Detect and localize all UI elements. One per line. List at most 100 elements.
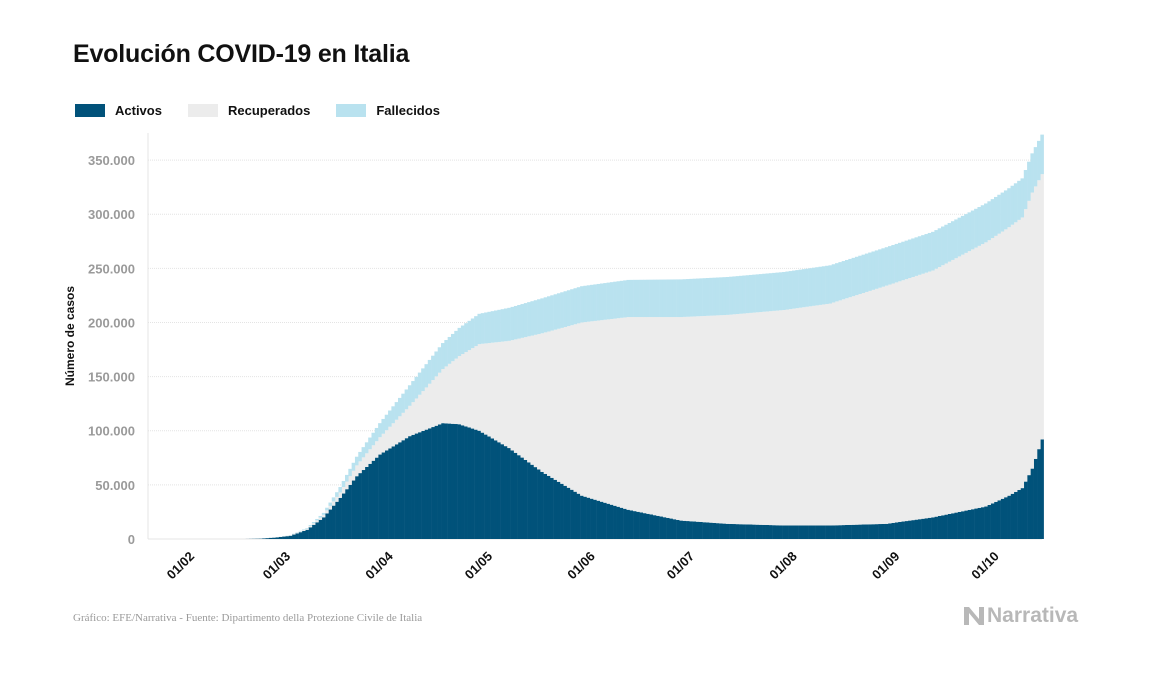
bar-activos — [1003, 497, 1008, 539]
bar-activos — [792, 525, 796, 539]
bar-activos — [560, 483, 564, 539]
bar-recuperados — [364, 453, 369, 467]
bar-fallecidos — [921, 235, 925, 274]
bar-activos — [788, 525, 793, 539]
bar-recuperados — [633, 317, 637, 512]
bar-activos — [695, 521, 700, 539]
bar-fallecidos — [470, 318, 475, 349]
bar-fallecidos — [729, 276, 733, 315]
bar-fallecidos — [424, 364, 429, 388]
bar-fallecidos — [1010, 185, 1015, 225]
bar-recuperados — [308, 525, 313, 528]
bar-fallecidos — [596, 283, 601, 321]
bar-activos — [368, 463, 372, 539]
bar-recuperados — [689, 316, 693, 522]
bar-fallecidos — [662, 279, 667, 318]
bar-recuperados — [702, 315, 707, 523]
y-tick-label: 200.000 — [88, 315, 135, 330]
bar-activos — [656, 515, 660, 539]
bar-recuperados — [378, 437, 382, 455]
bar-fallecidos — [364, 442, 369, 454]
bar-fallecidos — [722, 277, 727, 316]
legend-item-recuperados: Recuperados — [187, 103, 310, 118]
bar-fallecidos — [891, 245, 895, 284]
bar-fallecidos — [835, 263, 839, 302]
bar-activos — [997, 500, 1001, 539]
bar-activos — [537, 469, 541, 539]
bar-recuperados — [970, 249, 975, 510]
bar-recuperados — [477, 344, 482, 431]
bar-activos — [265, 538, 270, 539]
bar-fallecidos — [556, 293, 561, 329]
bar-activos — [719, 523, 723, 539]
bar-fallecidos — [984, 203, 988, 243]
bar-fallecidos — [626, 279, 631, 318]
bar-recuperados — [881, 286, 885, 524]
bar-fallecidos — [709, 277, 713, 316]
bar-activos — [897, 521, 902, 539]
bar-activos — [341, 493, 346, 539]
bar-recuperados — [295, 532, 299, 534]
bar-recuperados — [341, 487, 346, 494]
bar-fallecidos — [503, 308, 508, 342]
bar-activos — [580, 495, 584, 539]
bar-activos — [500, 444, 505, 539]
y-tick-label: 100.000 — [88, 424, 135, 439]
bar-recuperados — [626, 317, 631, 510]
bar-activos — [503, 446, 508, 539]
legend-swatch-recuperados — [187, 104, 218, 117]
bar-recuperados — [311, 523, 316, 525]
bar-fallecidos — [437, 347, 442, 373]
bar-fallecidos — [858, 255, 862, 295]
bar-fallecidos — [431, 355, 435, 381]
bar-activos — [351, 480, 356, 539]
bar-activos — [457, 424, 462, 539]
bar-activos — [470, 428, 475, 539]
bar-fallecidos — [407, 385, 412, 406]
bar-fallecidos — [639, 279, 644, 318]
bar-fallecidos — [321, 512, 326, 515]
bar-activos — [881, 523, 885, 539]
bar-activos — [901, 521, 905, 539]
bar-recuperados — [666, 317, 670, 518]
bar-activos — [311, 524, 316, 539]
bar-activos — [397, 442, 402, 539]
bar-activos — [454, 424, 458, 539]
bar-recuperados — [348, 476, 352, 485]
chart-source-note: Gráfico: EFE/Narrativa - Fuente: Diparti… — [73, 612, 423, 624]
bar-fallecidos — [735, 276, 740, 315]
bar-fallecidos — [441, 343, 445, 370]
bar-fallecidos — [785, 271, 789, 310]
bar-fallecidos — [874, 250, 879, 289]
bar-fallecidos — [732, 276, 736, 315]
bar-fallecidos — [1000, 192, 1005, 232]
bar-recuperados — [775, 310, 780, 526]
bar-fallecidos — [371, 432, 376, 446]
bar-fallecidos — [914, 237, 919, 276]
bar-activos — [775, 525, 780, 539]
bar-recuperados — [765, 311, 770, 525]
bar-activos — [950, 513, 955, 539]
bar-recuperados — [397, 416, 402, 443]
bar-recuperados — [662, 317, 667, 518]
bar-fallecidos — [964, 214, 968, 253]
bar-recuperados — [345, 481, 349, 490]
bar-activos — [835, 525, 839, 539]
bar-activos — [984, 506, 988, 539]
bar-activos — [570, 489, 574, 539]
bar-fallecidos — [368, 437, 372, 450]
bar-activos — [702, 522, 707, 539]
bar-recuperados — [768, 311, 773, 526]
bar-fallecidos — [762, 273, 766, 312]
bar-fallecidos — [765, 273, 770, 312]
narrativa-logo: Narrativa — [964, 604, 1078, 628]
bar-fallecidos — [378, 423, 382, 438]
bar-recuperados — [858, 294, 862, 525]
bar-activos — [1007, 495, 1011, 539]
bar-recuperados — [404, 409, 409, 439]
bar-recuperados — [570, 325, 574, 490]
bar-fallecidos — [911, 238, 915, 277]
bar-activos — [513, 452, 518, 539]
bar-activos — [888, 523, 892, 539]
bar-recuperados — [944, 263, 948, 515]
